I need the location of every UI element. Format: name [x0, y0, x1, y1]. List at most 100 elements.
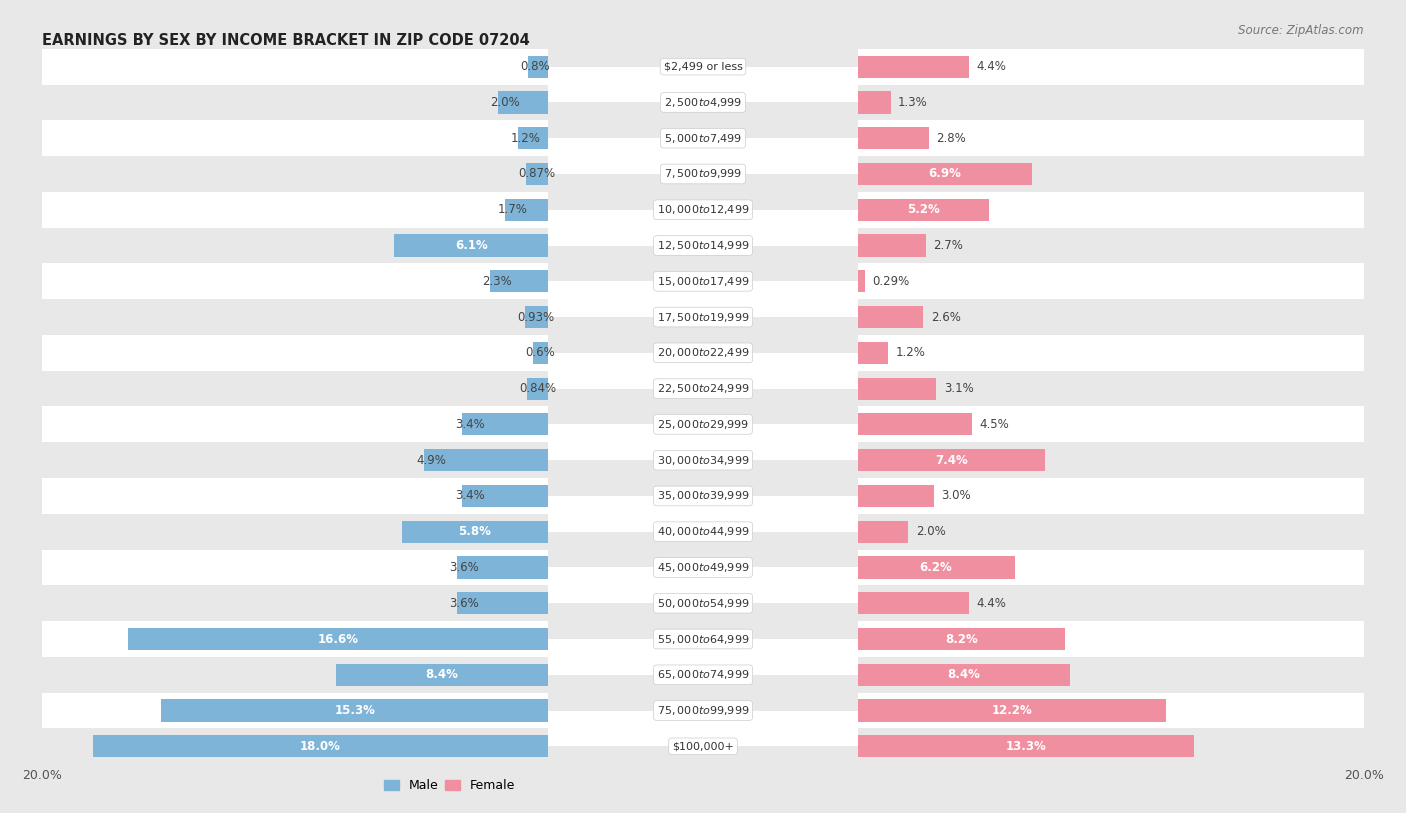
Text: $50,000 to $54,999: $50,000 to $54,999 — [657, 597, 749, 610]
Text: 1.2%: 1.2% — [896, 346, 925, 359]
Text: 2.6%: 2.6% — [931, 311, 960, 324]
Text: 2.0%: 2.0% — [491, 96, 520, 109]
Bar — [858, 192, 1364, 228]
Bar — [858, 520, 908, 543]
Text: 3.1%: 3.1% — [943, 382, 973, 395]
Text: $22,500 to $24,999: $22,500 to $24,999 — [657, 382, 749, 395]
Bar — [42, 228, 548, 263]
Text: 0.93%: 0.93% — [517, 311, 554, 324]
Text: $45,000 to $49,999: $45,000 to $49,999 — [657, 561, 749, 574]
Text: $20,000 to $22,499: $20,000 to $22,499 — [657, 346, 749, 359]
Bar — [42, 156, 548, 192]
Text: $15,000 to $17,499: $15,000 to $17,499 — [657, 275, 749, 288]
Bar — [42, 371, 548, 406]
Text: 8.4%: 8.4% — [948, 668, 980, 681]
Text: 1.2%: 1.2% — [510, 132, 540, 145]
Bar — [128, 628, 548, 650]
Text: $12,500 to $14,999: $12,500 to $14,999 — [657, 239, 749, 252]
Text: 4.4%: 4.4% — [977, 60, 1007, 73]
Bar — [162, 699, 548, 722]
Text: 3.4%: 3.4% — [454, 418, 485, 431]
Text: $2,500 to $4,999: $2,500 to $4,999 — [664, 96, 742, 109]
Bar — [42, 335, 548, 371]
Bar — [42, 299, 548, 335]
Bar — [42, 514, 548, 550]
Bar — [402, 520, 548, 543]
Text: 0.84%: 0.84% — [519, 382, 557, 395]
Bar — [858, 693, 1364, 728]
Text: 3.4%: 3.4% — [454, 489, 485, 502]
Bar — [858, 234, 927, 257]
Text: 6.2%: 6.2% — [920, 561, 952, 574]
Bar — [527, 377, 548, 400]
Bar — [394, 234, 548, 257]
Text: 4.5%: 4.5% — [979, 418, 1010, 431]
Bar — [524, 306, 548, 328]
Text: Source: ZipAtlas.com: Source: ZipAtlas.com — [1239, 24, 1364, 37]
Bar — [42, 263, 548, 299]
Text: 2.3%: 2.3% — [482, 275, 512, 288]
Bar — [858, 699, 1167, 722]
Text: $25,000 to $29,999: $25,000 to $29,999 — [657, 418, 749, 431]
Bar — [858, 735, 1194, 758]
Bar — [858, 514, 1364, 550]
Bar — [498, 91, 548, 114]
Bar — [858, 556, 1015, 579]
Text: 3.0%: 3.0% — [941, 489, 970, 502]
Bar — [858, 341, 889, 364]
Text: 4.4%: 4.4% — [977, 597, 1007, 610]
Bar — [858, 728, 1364, 764]
Bar — [42, 728, 548, 764]
Text: 2.7%: 2.7% — [934, 239, 963, 252]
Bar — [858, 270, 865, 293]
Bar — [858, 299, 1364, 335]
Bar — [42, 406, 548, 442]
Bar — [858, 485, 934, 507]
Bar — [42, 693, 548, 728]
Text: 8.2%: 8.2% — [945, 633, 977, 646]
Bar — [463, 485, 548, 507]
Bar — [858, 406, 1364, 442]
Bar — [858, 263, 1364, 299]
Bar — [858, 55, 969, 78]
Text: $75,000 to $99,999: $75,000 to $99,999 — [657, 704, 749, 717]
Bar — [529, 55, 548, 78]
Bar — [858, 306, 924, 328]
Bar — [858, 478, 1364, 514]
Bar — [858, 335, 1364, 371]
Text: $65,000 to $74,999: $65,000 to $74,999 — [657, 668, 749, 681]
Text: EARNINGS BY SEX BY INCOME BRACKET IN ZIP CODE 07204: EARNINGS BY SEX BY INCOME BRACKET IN ZIP… — [42, 33, 530, 47]
Text: 6.1%: 6.1% — [454, 239, 488, 252]
Text: 12.2%: 12.2% — [991, 704, 1032, 717]
Bar — [533, 341, 548, 364]
Bar — [42, 585, 548, 621]
Bar — [42, 85, 548, 120]
Bar — [457, 556, 548, 579]
Text: 8.4%: 8.4% — [426, 668, 458, 681]
Text: 6.9%: 6.9% — [928, 167, 962, 180]
Text: 2.0%: 2.0% — [915, 525, 946, 538]
Bar — [42, 657, 548, 693]
Text: 7.4%: 7.4% — [935, 454, 967, 467]
Bar — [858, 120, 1364, 156]
Text: $5,000 to $7,499: $5,000 to $7,499 — [664, 132, 742, 145]
Bar — [42, 442, 548, 478]
Bar — [858, 228, 1364, 263]
Text: 5.2%: 5.2% — [907, 203, 939, 216]
Bar — [858, 663, 1070, 686]
Text: $10,000 to $12,499: $10,000 to $12,499 — [657, 203, 749, 216]
Bar — [858, 371, 1364, 406]
Bar — [858, 163, 1032, 185]
Legend: Male, Female: Male, Female — [380, 774, 520, 798]
Bar — [425, 449, 548, 472]
Text: 5.8%: 5.8% — [458, 525, 491, 538]
Bar — [858, 85, 1364, 120]
Bar — [336, 663, 548, 686]
Bar — [858, 585, 1364, 621]
Bar — [858, 91, 890, 114]
Bar — [517, 127, 548, 150]
Text: 2.8%: 2.8% — [936, 132, 966, 145]
Text: $40,000 to $44,999: $40,000 to $44,999 — [657, 525, 749, 538]
Bar — [42, 192, 548, 228]
Bar — [93, 735, 548, 758]
